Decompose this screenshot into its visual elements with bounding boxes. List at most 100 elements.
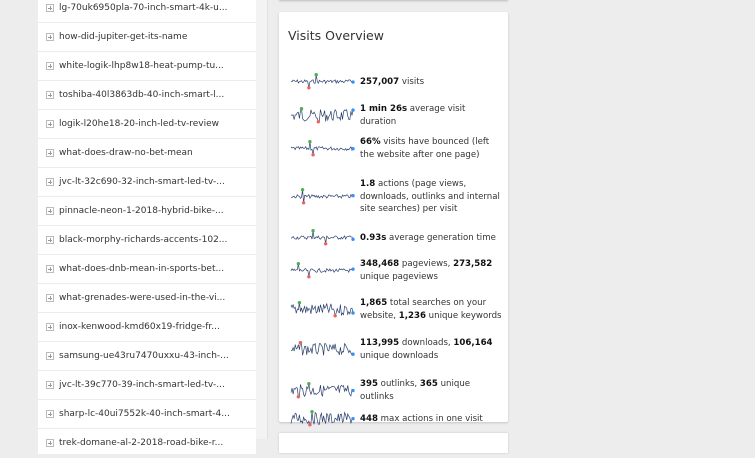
url-label: what-does-draw-no-bet-mean — [59, 148, 193, 158]
metric-text: 395 outlinks, 365 unique outlinks — [360, 378, 504, 403]
sparkline[interactable] — [289, 187, 355, 207]
metric-label: downloads, — [399, 338, 454, 348]
url-label: trek-domane-al-2-2018-road-bike-r... — [59, 438, 224, 448]
metric-value: 1 min 26s — [360, 104, 408, 114]
expand-icon[interactable] — [46, 149, 54, 157]
last-point — [351, 107, 355, 112]
url-row[interactable]: what-does-draw-no-bet-mean — [38, 139, 256, 168]
expand-icon[interactable] — [46, 381, 54, 389]
expand-icon[interactable] — [46, 91, 54, 99]
url-label: how-did-jupiter-get-its-name — [59, 32, 188, 42]
sparkline-line — [290, 383, 354, 397]
url-row[interactable]: black-morphy-richards-accents-102... — [38, 226, 256, 255]
min-point — [316, 119, 321, 123]
sparkline[interactable] — [289, 106, 355, 126]
url-row[interactable]: sharp-lc-40ui7552k-40-inch-smart-4... — [38, 400, 256, 429]
metric-label: unique downloads — [360, 350, 439, 361]
metric-label: average generation time — [386, 232, 496, 243]
sparkline[interactable] — [289, 261, 355, 281]
url-row[interactable]: lg-70uk6950pla-70-inch-smart-4k-u... — [38, 0, 256, 23]
metric-row: 0.93s average generation time — [289, 228, 504, 248]
url-row[interactable]: white-logik-lhp8w18-heat-pump-tu... — [38, 52, 256, 81]
max-point — [300, 187, 305, 192]
expand-icon[interactable] — [46, 62, 54, 70]
expand-icon[interactable] — [46, 323, 54, 331]
metric-label: unique outlinks — [360, 379, 471, 402]
metric-text: 448 max actions in one visit — [360, 413, 483, 426]
sparkline[interactable] — [289, 381, 355, 401]
metric-value: 395 — [360, 379, 378, 389]
url-label: what-grenades-were-used-in-the-vi... — [59, 293, 226, 303]
max-point — [314, 73, 318, 77]
min-point — [308, 423, 312, 427]
url-row[interactable]: pinnacle-neon-1-2018-hybrid-bike-... — [38, 197, 256, 226]
expand-icon[interactable] — [46, 236, 54, 244]
expand-icon[interactable] — [46, 294, 54, 302]
sparkline-line — [290, 74, 354, 88]
expand-icon[interactable] — [46, 33, 54, 41]
scrollbar[interactable] — [256, 0, 268, 439]
expand-icon[interactable] — [46, 439, 54, 447]
url-label: sharp-lc-40ui7552k-40-inch-smart-4... — [59, 409, 230, 419]
last-point — [351, 388, 355, 392]
metric-value: 1,236 — [398, 310, 426, 321]
url-row[interactable]: samsung-ue43ru7470uxxu-43-inch-... — [38, 342, 256, 371]
sparkline[interactable] — [289, 340, 355, 360]
expand-icon[interactable] — [46, 207, 54, 215]
sparkline[interactable] — [289, 139, 355, 159]
sparkline-line — [290, 106, 354, 122]
expand-icon[interactable] — [46, 178, 54, 186]
url-row[interactable]: logik-l20he18-20-inch-led-tv-review — [38, 110, 256, 139]
metric-label: visits have bounced (left the website af… — [360, 137, 490, 160]
last-point — [351, 237, 355, 241]
min-point — [311, 152, 315, 156]
url-row[interactable]: jvc-lt-32c690-32-inch-smart-led-tv-... — [38, 168, 256, 197]
metric-label: max actions in one visit — [377, 413, 483, 424]
expand-icon[interactable] — [46, 4, 54, 12]
metric-value: 113,995 — [360, 338, 400, 348]
sparkline[interactable] — [289, 228, 355, 248]
min-point — [323, 242, 328, 246]
last-point — [351, 266, 355, 271]
metric-row: 1 min 26s average visit duration — [289, 103, 504, 128]
metric-label: actions (page views, downloads, outlinks… — [360, 179, 500, 214]
expand-icon[interactable] — [46, 265, 54, 273]
sparkline-line — [290, 189, 354, 203]
sparkline[interactable] — [289, 409, 355, 429]
last-point — [351, 416, 355, 421]
metric-text: 257,007 visits — [360, 76, 424, 89]
metric-text: 1,865 total searches on your website, 1,… — [360, 297, 504, 322]
url-row[interactable]: toshiba-40l3863db-40-inch-smart-l... — [38, 81, 256, 110]
metric-label: outlinks, — [377, 379, 420, 389]
url-label: inox-kenwood-kmd60x19-fridge-fr... — [59, 322, 220, 332]
url-label: samsung-ue43ru7470uxxu-43-inch-... — [59, 351, 229, 361]
metric-row: 113,995 downloads, 106,164 unique downlo… — [289, 337, 504, 362]
expand-icon[interactable] — [46, 352, 54, 360]
metric-value: 106,164 — [453, 338, 493, 348]
expand-icon[interactable] — [46, 410, 54, 418]
last-point — [351, 80, 355, 84]
metric-row: 395 outlinks, 365 unique outlinks — [289, 378, 504, 403]
url-label: toshiba-40l3863db-40-inch-smart-l... — [59, 90, 225, 100]
max-point — [299, 106, 304, 110]
url-row[interactable]: how-did-jupiter-get-its-name — [38, 23, 256, 52]
metric-text: 348,468 pageviews, 273,582 unique pagevi… — [360, 258, 504, 283]
expand-icon[interactable] — [46, 120, 54, 128]
metric-value: 448 — [360, 413, 378, 424]
url-row[interactable]: what-does-dnb-mean-in-sports-bet... — [38, 255, 256, 284]
url-label: white-logik-lhp8w18-heat-pump-tu... — [59, 61, 224, 71]
url-row[interactable]: jvc-lt-39c770-39-inch-smart-led-tv-... — [38, 371, 256, 400]
sparkline-line — [290, 411, 354, 426]
visits-overview-widget: Visits Overview 257,007 visits 1 min 26s … — [279, 12, 508, 427]
metric-value: 0.93s — [360, 232, 387, 243]
url-row[interactable]: trek-domane-al-2-2018-road-bike-r... — [38, 429, 256, 458]
max-point — [310, 410, 314, 414]
url-row[interactable]: what-grenades-were-used-in-the-vi... — [38, 284, 256, 313]
min-point — [296, 394, 301, 398]
sparkline[interactable] — [289, 72, 355, 92]
url-row[interactable]: inox-kenwood-kmd60x19-fridge-fr... — [38, 313, 256, 342]
metric-text: 113,995 downloads, 106,164 unique downlo… — [360, 337, 504, 362]
metric-value: 257,007 — [360, 76, 400, 87]
sparkline[interactable] — [289, 300, 355, 320]
metric-label: pageviews, — [399, 259, 454, 269]
